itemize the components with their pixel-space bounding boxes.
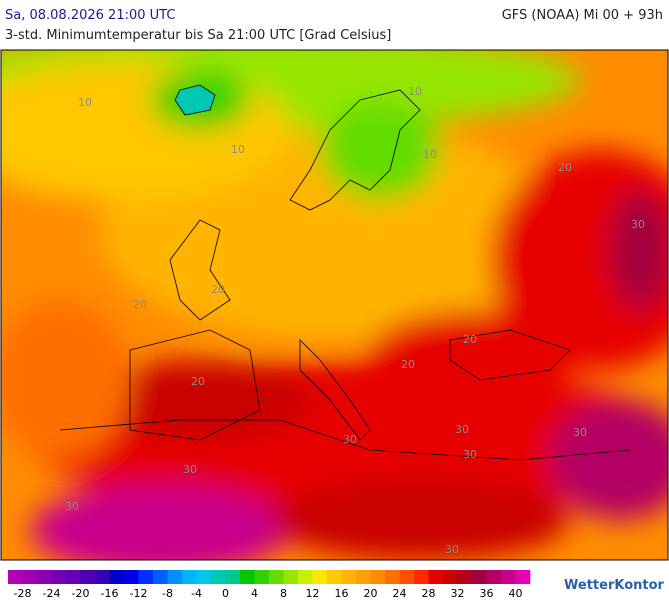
contour-label: 30 [65, 500, 79, 513]
legend-swatch [399, 570, 415, 584]
map: 10 10 10 10 20 20 20 20 20 20 30 30 30 30 30 30 30 30 [1, 50, 668, 560]
legend-swatch [37, 570, 52, 584]
legend-swatch [80, 570, 96, 584]
legend-swatch [196, 570, 212, 584]
contour-label: 30 [463, 448, 477, 461]
legend-tick-label: 4 [251, 587, 258, 600]
legend-tick-label: 16 [335, 587, 349, 600]
contour-label: 10 [78, 96, 92, 109]
legend-tick-label: -24 [43, 587, 61, 600]
legend-swatch [22, 570, 38, 584]
legend-tick-label: 0 [222, 587, 229, 600]
map-frame [0, 49, 669, 561]
legend-swatch [443, 570, 458, 584]
legend-swatch [8, 570, 23, 584]
legend-swatch [486, 570, 502, 584]
legend-tick-label: -8 [162, 587, 173, 600]
contour-label: 20 [133, 298, 147, 311]
legend-swatch [298, 570, 313, 584]
contour-label: 10 [408, 85, 422, 98]
legend-swatch [167, 570, 183, 584]
legend-tick-label: 8 [280, 587, 287, 600]
contour-label: 30 [445, 543, 459, 556]
legend-tick-label: 20 [364, 587, 378, 600]
legend-swatch [428, 570, 444, 584]
legend-tick-label: 32 [451, 587, 465, 600]
legend-tick-label: 28 [422, 587, 436, 600]
legend-swatch [95, 570, 110, 584]
legend-swatch [457, 570, 473, 584]
header-date: Sa, 08.08.2026 21:00 UTC [5, 8, 175, 23]
contour-label: 20 [191, 375, 205, 388]
contour-label: 30 [343, 433, 357, 446]
legend-swatch [182, 570, 197, 584]
legend-tick-label: -4 [191, 587, 202, 600]
legend-swatch [385, 570, 400, 584]
legend-tick-label: -20 [72, 587, 90, 600]
legend-tick-label: 12 [306, 587, 320, 600]
legend-swatch [341, 570, 357, 584]
legend-swatch [240, 570, 255, 584]
legend-swatch [269, 570, 284, 584]
legend-swatch [370, 570, 386, 584]
header-subtitle: 3-std. Minimumtemperatur bis Sa 21:00 UT… [5, 28, 391, 43]
legend-tick-label: 24 [393, 587, 407, 600]
legend-tick-label: 40 [509, 587, 523, 600]
legend-swatch [124, 570, 139, 584]
legend-swatch [472, 570, 487, 584]
contour-label: 30 [455, 423, 469, 436]
legend-swatch [414, 570, 429, 584]
legend-swatch [312, 570, 328, 584]
legend-tick-label: -16 [101, 587, 119, 600]
legend-swatch [515, 570, 531, 584]
legend-swatch [211, 570, 226, 584]
legend-tick-label: -28 [14, 587, 32, 600]
header-model: GFS (NOAA) Mi 00 + 93h [502, 8, 663, 23]
legend-swatch [356, 570, 371, 584]
legend-swatch [51, 570, 67, 584]
contour-label: 20 [463, 333, 477, 346]
legend-swatch [254, 570, 270, 584]
contour-label: 20 [211, 283, 225, 296]
contour-label: 30 [183, 463, 197, 476]
contour-label: 20 [401, 358, 415, 371]
contour-label: 10 [423, 148, 437, 161]
legend-swatch [327, 570, 342, 584]
legend-swatch [138, 570, 154, 584]
contour-label: 10 [231, 143, 245, 156]
legend-swatch [501, 570, 516, 584]
legend-tick-label: 36 [480, 587, 494, 600]
legend-swatch [283, 570, 299, 584]
contour-label: 30 [573, 426, 587, 439]
contour-label: 30 [631, 218, 645, 231]
legend-swatch [153, 570, 168, 584]
brand: WetterKontor [564, 578, 665, 593]
legend-swatch [109, 570, 125, 584]
legend-swatch [66, 570, 81, 584]
legend-swatch [225, 570, 241, 584]
legend-tick-label: -12 [130, 587, 148, 600]
contour-label: 20 [558, 161, 572, 174]
